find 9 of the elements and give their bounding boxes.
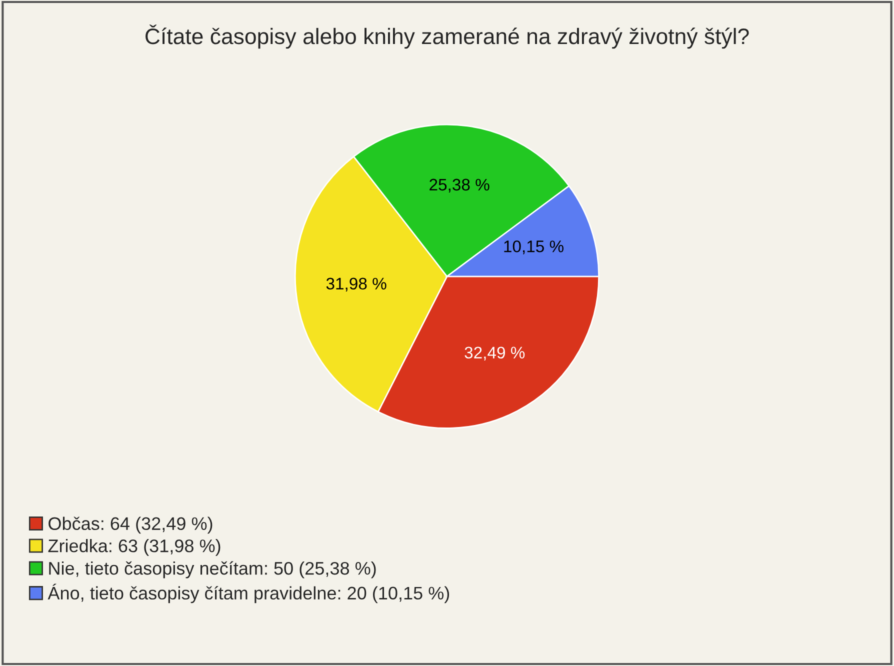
legend-label: Nie, tieto časopisy nečítam: 50 (25,38 %) <box>49 561 376 578</box>
chart-title: Čítate časopisy alebo knihy zamerané na zdravý životný štýl? <box>146 24 749 49</box>
legend-label: Áno, tieto časopisy čítam pravidelne: 20 (10,15 %) <box>48 584 450 604</box>
data-label: 10,15 % <box>504 240 564 254</box>
legend-label: Občas: 64 (32,49 %) <box>48 516 212 534</box>
data-label: 25,38 % <box>430 178 490 193</box>
legend-label: Zriedka: 63 (31,98 %) <box>48 539 220 556</box>
data-label: 32,49 % <box>464 346 525 360</box>
data-label: 31,98 % <box>326 278 386 292</box>
